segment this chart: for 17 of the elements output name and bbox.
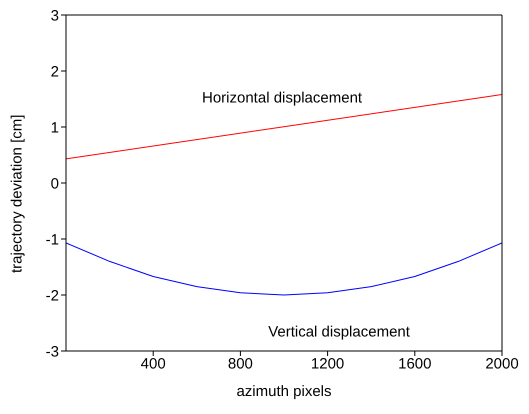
y-tick-label: -2 bbox=[46, 287, 59, 304]
y-tick-label: 3 bbox=[50, 7, 59, 24]
line-series bbox=[66, 242, 502, 296]
x-tick-label: 800 bbox=[228, 356, 253, 373]
y-tick-label: -1 bbox=[46, 231, 59, 248]
x-tick-label: 1200 bbox=[310, 356, 344, 373]
y-tick-label: -3 bbox=[46, 343, 59, 360]
x-tick-label: 400 bbox=[140, 356, 166, 373]
x-tick-label: 1600 bbox=[398, 356, 432, 373]
x-tick-label: 2000 bbox=[485, 356, 519, 373]
y-tick-label: 2 bbox=[50, 63, 59, 80]
y-tick-label: 1 bbox=[50, 119, 59, 136]
series-label: Horizontal displacement bbox=[202, 90, 363, 107]
series-label: Vertical displacement bbox=[268, 324, 411, 341]
y-axis-title: trajectory deviation [cm] bbox=[8, 114, 26, 273]
y-tick-label: 0 bbox=[50, 175, 59, 192]
x-axis-title: azimuth pixels bbox=[236, 383, 332, 400]
